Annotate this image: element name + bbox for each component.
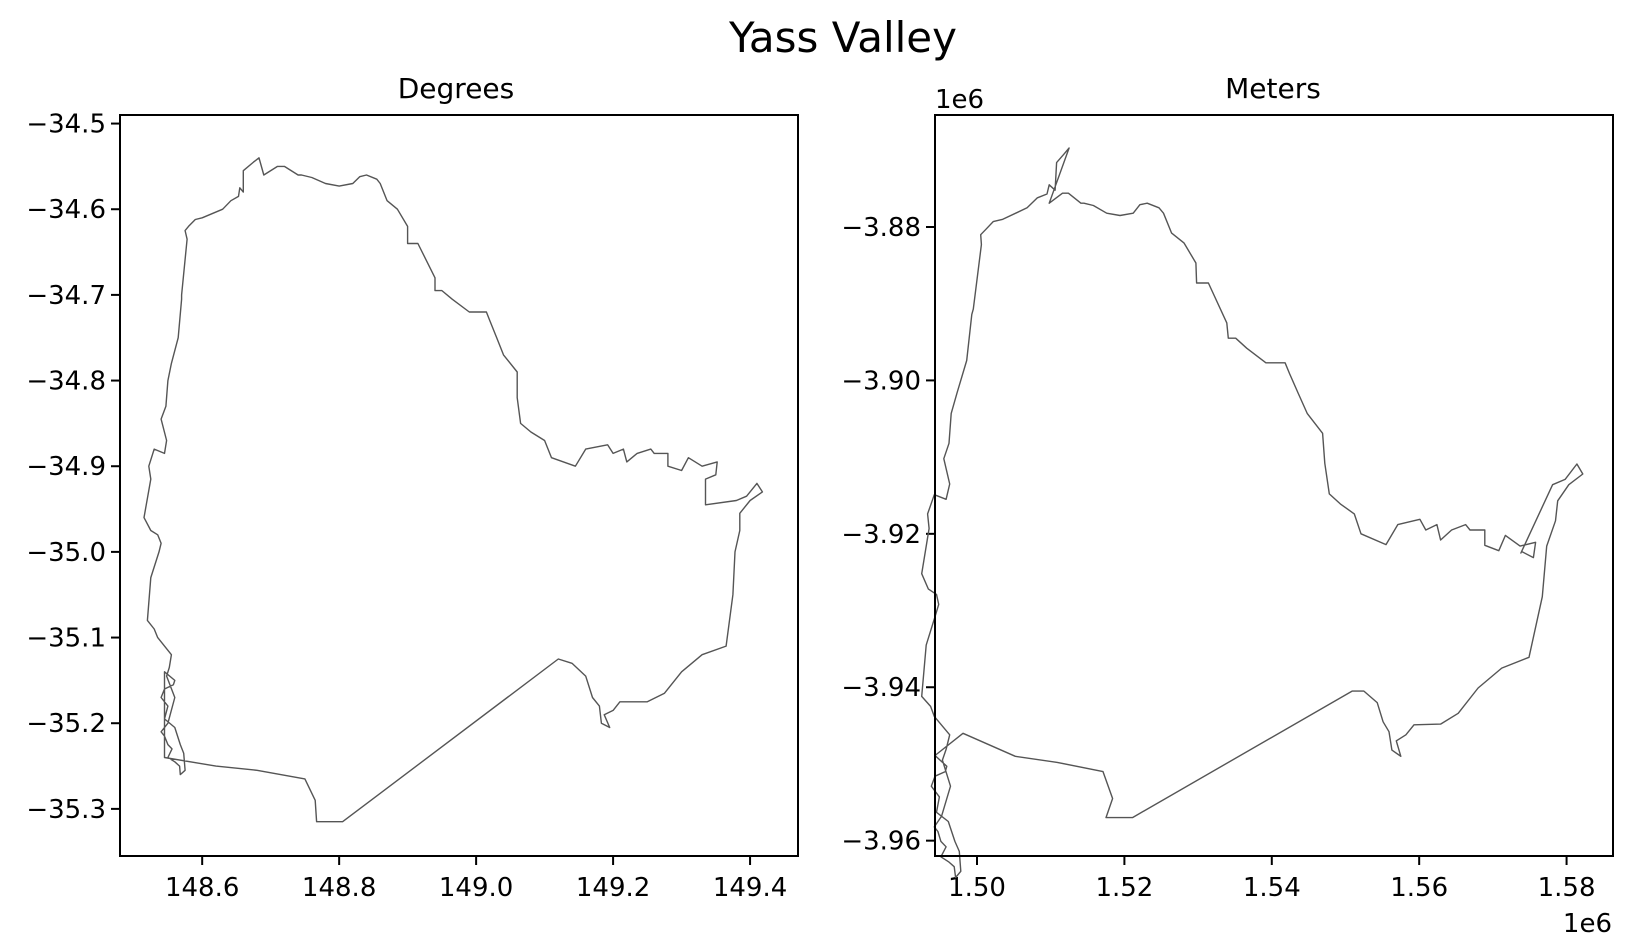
x-tick-label-meters: 1.56	[1390, 873, 1448, 903]
subplot-title-meters: Meters	[1225, 72, 1321, 105]
figure-title: Yass Valley	[728, 13, 957, 62]
x-offset-text-meters: 1e6	[1563, 909, 1612, 939]
axes-frame-meters	[934, 114, 1614, 857]
y-tick-label-degrees: −34.6	[26, 195, 106, 225]
x-tick-label-degrees: 149.0	[439, 873, 513, 903]
y-tick-label-degrees: −34.9	[26, 452, 106, 482]
plot-area-meters: 1.50 1.52 1.54 1.56 1.58 −3.88 −3.90 −3.92 −3.94…	[841, 147, 1596, 903]
plot-area-degrees: 148.6 148.8 149.0 149.2 149.4 −34.5 −34.6 −34.7…	[26, 110, 787, 903]
subplot-meters: Meters 1e6 1e6 1.50 1.52 1.54 1.56 1.58 −3.88…	[841, 72, 1614, 939]
x-tick-label-meters: 1.58	[1538, 873, 1596, 903]
y-tick-label-degrees: −34.8	[26, 367, 106, 397]
x-tick-label-meters: 1.54	[1243, 873, 1301, 903]
y-tick-label-degrees: −35.1	[26, 624, 106, 654]
y-offset-text-meters: 1e6	[935, 85, 984, 115]
y-tick-label-meters: −3.96	[841, 827, 921, 857]
boundary-outline-degrees	[143, 157, 764, 823]
axes-frame-degrees	[119, 114, 799, 857]
x-tick-label-degrees: 148.8	[302, 873, 376, 903]
y-tick-label-degrees: −34.7	[26, 281, 106, 311]
y-tick-label-degrees: −35.2	[26, 709, 106, 739]
subplot-degrees: Degrees 148.6 148.8 149.0 149.2 149.4 −34.5 −3…	[26, 72, 799, 903]
x-tick-label-degrees: 148.6	[165, 873, 239, 903]
subplot-title-degrees: Degrees	[398, 72, 515, 105]
x-tick-label-degrees: 149.4	[713, 873, 787, 903]
y-tick-label-meters: −3.88	[841, 213, 921, 243]
x-tick-label-degrees: 149.2	[576, 873, 650, 903]
x-tick-label-meters: 1.52	[1095, 873, 1153, 903]
y-tick-label-degrees: −35.3	[26, 795, 106, 825]
boundary-outline-meters	[921, 147, 1584, 879]
y-tick-label-meters: −3.90	[841, 366, 921, 396]
y-tick-label-meters: −3.92	[841, 520, 921, 550]
x-tick-label-meters: 1.50	[948, 873, 1006, 903]
y-tick-label-meters: −3.94	[841, 673, 921, 703]
y-tick-label-degrees: −35.0	[26, 538, 106, 568]
y-tick-label-degrees: −34.5	[26, 110, 106, 140]
